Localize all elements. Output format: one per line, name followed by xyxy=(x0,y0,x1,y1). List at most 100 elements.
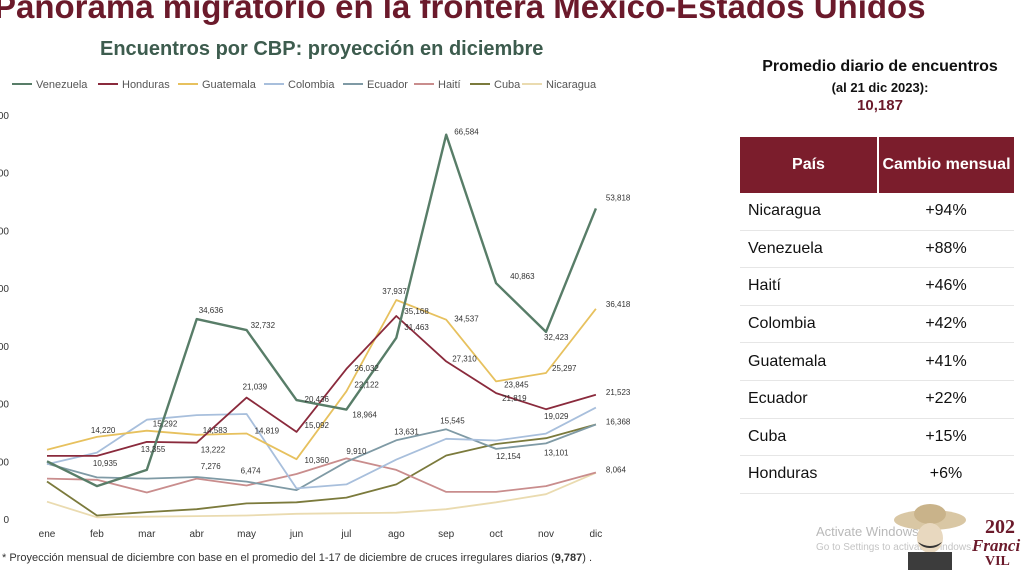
change-cell: +41% xyxy=(878,342,1014,381)
change-cell: +88% xyxy=(878,230,1014,269)
activation-watermark-subtitle: Go to Settings to activate Windows. xyxy=(816,542,974,553)
data-labels: 66,584 53,818 40,863 34,636 32,732 32,423 18,9… xyxy=(91,128,631,476)
country-cell: Colombia xyxy=(740,305,878,344)
data-label: 13,355 xyxy=(141,445,166,454)
country-cell: Honduras xyxy=(740,455,878,494)
data-label: 36,418 xyxy=(606,300,631,309)
data-label: 18,964 xyxy=(352,411,377,420)
data-label: 21,819 xyxy=(502,394,527,403)
country-cell: Cuba xyxy=(740,418,878,457)
x-tick-label: dic xyxy=(590,529,603,540)
table-row: Guatemala +41% xyxy=(740,342,1014,381)
data-label: 66,584 xyxy=(454,128,479,137)
data-label: 27,310 xyxy=(452,354,477,363)
activation-watermark-title: Activate Windows xyxy=(816,524,919,539)
data-label: 12,154 xyxy=(496,452,521,461)
daily-average-title: Promedio diario de encuentros xyxy=(762,58,998,75)
x-tick-label: feb xyxy=(90,529,104,540)
x-tick-label: mar xyxy=(138,529,156,540)
x-tick-label: sep xyxy=(438,529,455,540)
x-tick-label: ene xyxy=(39,529,56,540)
country-cell: Haití xyxy=(740,267,878,306)
series-line-haití xyxy=(46,457,597,494)
monthly-change-table: País Cambio mensual Nicaragua +94% Venezue… xyxy=(740,137,1014,494)
legend-label: Guatemala xyxy=(202,79,257,91)
data-label: 15,292 xyxy=(153,420,178,429)
series-lines xyxy=(46,133,598,519)
legend-label: Venezuela xyxy=(36,79,88,91)
table-row: Colombia +42% xyxy=(740,305,1014,344)
legend-label: Cuba xyxy=(494,79,521,91)
legend-label: Ecuador xyxy=(367,79,408,91)
header-change: Cambio mensual xyxy=(878,137,1014,193)
footnote-value: 9,787 xyxy=(554,552,583,564)
legend-label: Haití xyxy=(438,79,461,91)
data-label: 53,818 xyxy=(606,193,631,202)
footnote-suffix: ) . xyxy=(582,552,593,564)
daily-average-value: 10,187 xyxy=(857,97,903,114)
series-line-honduras xyxy=(47,315,597,457)
data-label: 8,064 xyxy=(606,465,627,474)
daily-average-date: (al 21 dic 2023): xyxy=(831,80,929,95)
table-row: Honduras +6% xyxy=(740,455,1014,494)
logo-name: Franci xyxy=(972,536,1021,555)
series-line-nicaragua xyxy=(46,471,597,519)
logo-suffix: VIL xyxy=(985,554,1010,569)
data-label: 23,845 xyxy=(504,380,529,389)
data-label: 35,168 xyxy=(404,307,429,316)
footnote-text: * Proyección mensual de diciembre con ba… xyxy=(2,552,555,564)
data-label: 10,935 xyxy=(93,459,118,468)
line-chart: Venezuela Honduras Guatemala Colombia Ecuado… xyxy=(0,79,631,540)
x-tick-label: nov xyxy=(538,529,554,540)
x-tick-label: abr xyxy=(189,529,204,540)
legend-label: Nicaragua xyxy=(546,79,597,91)
series-line-cuba xyxy=(46,423,597,517)
data-label: 16,368 xyxy=(606,418,631,427)
series-line-ecuador xyxy=(46,423,597,492)
country-cell: Guatemala xyxy=(740,342,878,381)
data-label: 32,423 xyxy=(544,333,569,342)
y-tick-label: 00 xyxy=(0,284,9,295)
data-label: 34,636 xyxy=(199,306,224,315)
data-label: 15,545 xyxy=(440,416,465,425)
y-tick-label: 00 xyxy=(0,111,9,122)
data-label: 13,631 xyxy=(394,427,419,436)
data-label: 26,032 xyxy=(354,364,379,373)
data-label: 13,222 xyxy=(201,446,226,455)
change-cell: +46% xyxy=(878,267,1014,306)
x-axis: ene feb mar abr may jun jul ago sep oct nov dic xyxy=(39,529,603,540)
table-row: Cuba +15% xyxy=(740,418,1014,457)
chart-legend: Venezuela Honduras Guatemala Colombia Ecuado… xyxy=(12,79,597,91)
y-tick-label: 00 xyxy=(0,226,9,237)
table-row: Ecuador +22% xyxy=(740,380,1014,419)
data-label: 21,523 xyxy=(606,388,631,397)
data-label: 7,276 xyxy=(201,462,222,471)
series-line-colombia xyxy=(46,406,597,490)
data-label: 19,029 xyxy=(544,412,569,421)
x-tick-label: ago xyxy=(388,529,405,540)
data-label: 22,122 xyxy=(354,380,379,389)
table-body: Nicaragua +94% Venezuela +88% Haití +46% Colom… xyxy=(740,193,1014,494)
y-tick-label: 00 xyxy=(0,169,9,180)
change-cell: +15% xyxy=(878,418,1014,457)
table-row: Haití +46% xyxy=(740,267,1014,306)
data-label: 14,220 xyxy=(91,426,116,435)
x-tick-label: oct xyxy=(489,529,503,540)
y-tick-label: 00 xyxy=(0,400,9,411)
data-label: 15,092 xyxy=(305,421,330,430)
page-title: Panorama migratorio en la frontera Méxic… xyxy=(0,0,926,25)
data-label: 10,360 xyxy=(305,456,330,465)
data-label: 13,101 xyxy=(544,448,569,457)
legend-label: Honduras xyxy=(122,79,170,91)
change-cell: +6% xyxy=(878,455,1014,494)
logo-year: 202 xyxy=(985,516,1015,538)
footnote: * Proyección mensual de diciembre con ba… xyxy=(2,552,592,564)
header-country: País xyxy=(740,137,879,193)
data-label: 34,537 xyxy=(454,315,479,324)
y-tick-label: 0 xyxy=(3,515,9,526)
data-label: 21,039 xyxy=(243,383,268,392)
x-tick-label: jul xyxy=(340,529,351,540)
x-tick-label: may xyxy=(237,529,256,540)
change-cell: +94% xyxy=(878,193,1014,231)
x-tick-label: jun xyxy=(289,529,303,540)
